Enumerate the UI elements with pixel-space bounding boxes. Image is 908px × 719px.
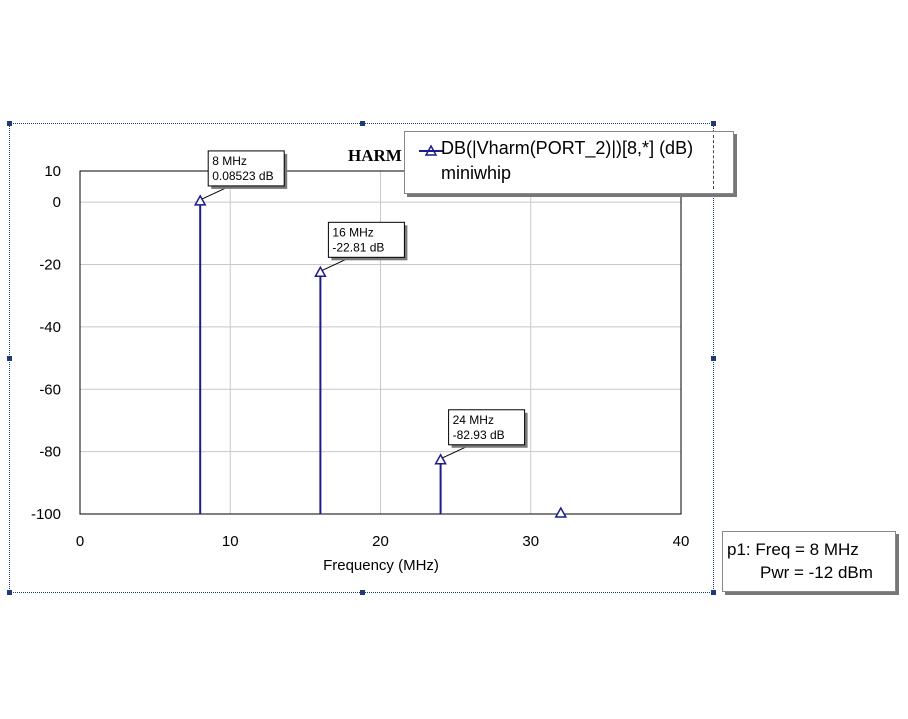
y-tick-label: -100 bbox=[31, 506, 61, 523]
annotation-box[interactable] bbox=[327, 221, 405, 258]
series bbox=[193, 194, 568, 518]
y-tick-label: 10 bbox=[44, 163, 61, 180]
annotation-box[interactable] bbox=[448, 409, 526, 446]
annotation-value: -82.93 dB bbox=[453, 428, 505, 442]
annotation-value: 0.08523 dB bbox=[212, 169, 273, 183]
legend[interactable]: DB(|Vharm(PORT_2)|)[8,*] (dB) miniwhip bbox=[404, 131, 734, 194]
harmonic-point bbox=[554, 506, 568, 518]
harmonic-point bbox=[314, 265, 327, 278]
legend-divider bbox=[713, 135, 714, 189]
plot-frame[interactable] bbox=[7, 121, 716, 595]
y-tick-label: 0 bbox=[53, 194, 61, 211]
harmonic-point bbox=[193, 194, 207, 206]
resize-handle-ml[interactable] bbox=[7, 356, 12, 361]
marker-readout[interactable]: p1: Freq = 8 MHz Pwr = -12 dBm bbox=[722, 531, 896, 592]
chart-title: HARM bbox=[348, 146, 402, 165]
resize-handle-mr[interactable] bbox=[711, 356, 716, 361]
resize-handle-bm[interactable] bbox=[360, 590, 365, 595]
resize-handle-tl[interactable] bbox=[7, 121, 12, 126]
annotation-value: -22.81 dB bbox=[332, 240, 384, 254]
y-tick-label: -40 bbox=[39, 319, 61, 336]
legend-series-label: DB(|Vharm(PORT_2)|)[8,*] (dB) bbox=[441, 138, 694, 158]
resize-handle-tm[interactable] bbox=[360, 121, 365, 126]
x-tick-label: 10 bbox=[222, 533, 239, 550]
annotation-box[interactable] bbox=[207, 150, 285, 187]
y-tick-label: -80 bbox=[39, 444, 61, 461]
resize-handle-tr[interactable] bbox=[711, 121, 716, 126]
x-tick-label: 30 bbox=[522, 533, 539, 550]
harmonic-point bbox=[434, 453, 447, 465]
annotation-freq: 16 MHz bbox=[332, 225, 373, 239]
x-axis-label: Frequency (MHz) bbox=[323, 557, 439, 574]
readout-freq: p1: Freq = 8 MHz bbox=[727, 540, 859, 559]
annotation-freq: 24 MHz bbox=[453, 413, 494, 427]
x-tick-label: 0 bbox=[76, 533, 84, 550]
axes: 0 10 20 30 40 10 0 -20 -40 -60 -80 -100 bbox=[31, 163, 689, 550]
x-tick-label: 20 bbox=[372, 533, 389, 550]
triangle-marker-icon bbox=[419, 144, 443, 156]
plot-border bbox=[79, 170, 682, 515]
resize-handle-br[interactable] bbox=[711, 590, 716, 595]
legend-doc-name: miniwhip bbox=[441, 163, 512, 183]
readout-power: Pwr = -12 dBm bbox=[760, 563, 873, 582]
x-tick-label: 40 bbox=[673, 533, 690, 550]
resize-handle-bl[interactable] bbox=[7, 590, 12, 595]
y-tick-label: -20 bbox=[39, 257, 61, 274]
y-tick-label: -60 bbox=[39, 381, 61, 398]
annotation-freq: 8 MHz bbox=[212, 154, 247, 168]
